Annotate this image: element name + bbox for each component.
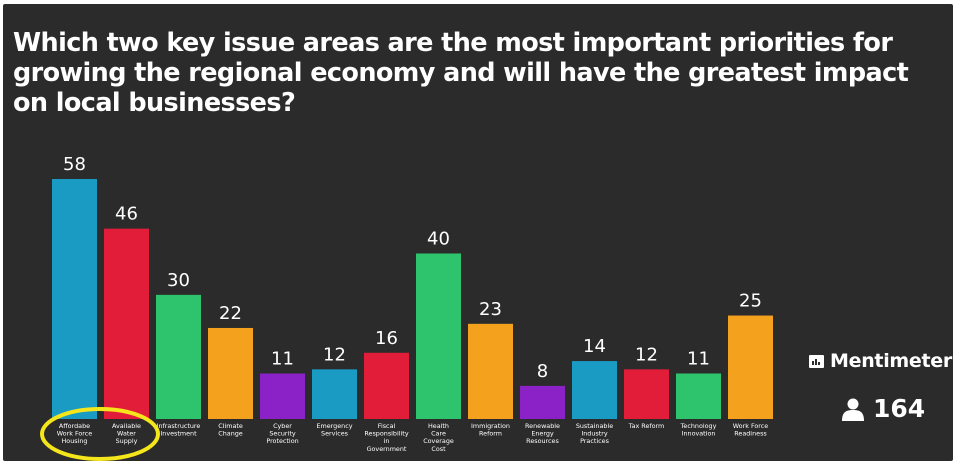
category-label-line: Change [218,430,243,438]
category-label: Cyber Security Protection [266,422,298,445]
category-label: Available Water Supply [112,422,141,445]
category-label-line: Services [321,430,349,438]
value-label: 30 [167,270,190,291]
category-label-line: Energy [531,430,554,438]
category-label-line: Responsibility [364,430,408,438]
category-label-line: Infrastructure [157,422,201,430]
category-label: Affordabe Work Force Housing [57,422,93,445]
bar-tax-reform [624,369,669,419]
category-label: Renewable Energy Resources [525,422,560,445]
category-label-line: Industry [581,430,608,438]
category-label-line: Tax Reform [628,422,665,430]
value-labels-group: 58 46 30 22 11 12 16 40 23 8 14 12 11 25 [63,154,762,382]
category-label-line: in [384,437,390,445]
value-label: 46 [115,204,138,225]
category-label: Emergency Services [316,422,352,438]
presentation-slide: Which two key issue areas are the most i… [3,4,953,461]
category-label-line: Work Force [57,430,93,438]
category-label-line: Coverage [423,437,454,445]
value-label: 23 [479,299,502,320]
bar-emergency-services [312,369,357,419]
category-label-line: Housing [62,437,88,445]
category-label-line: Climate [218,422,243,430]
bar-affordabe-work-force-housing [52,179,97,419]
category-label: Fiscal Responsibility in Government [364,422,408,453]
brand-name: Mentimeter [830,350,952,372]
bar-climate-change [208,327,253,419]
category-label-line: Cost [431,445,446,453]
bars-group [52,179,773,419]
category-label: Climate Change [218,422,243,438]
category-label-line: Renewable [525,422,560,430]
participant-count: 164 [841,394,925,423]
category-label: Work Force Readiness [733,422,769,438]
category-label-line: Government [367,445,407,453]
category-label-line: Protection [266,437,298,445]
category-label-line: Work Force [733,422,769,430]
highlight-ellipse-group [40,407,160,461]
value-label: 12 [323,344,346,365]
highlight-ellipse [40,407,160,461]
category-label-line: Care [431,430,446,438]
category-label-line: Resources [526,437,559,445]
mentimeter-branding: Mentimeter [809,350,952,372]
category-label-line: Reform [479,430,502,438]
value-label: 58 [63,154,86,175]
value-label: 25 [739,291,762,312]
category-label: Sustainable Industry Practices [576,422,613,445]
category-label-line: Innovation [682,430,716,438]
value-label: 12 [635,344,658,365]
bar-fiscal-responsibility-in-government [364,352,409,419]
category-label: Immigration Reform [471,422,510,438]
question-title: Which two key issue areas are the most i… [13,28,909,118]
value-label: 11 [271,348,294,369]
category-label-line: Affordabe [59,422,90,430]
category-label-line: Fiscal [378,422,396,430]
bar-technology-innovation [676,373,721,419]
category-label-line: Water [117,430,136,438]
value-label: 8 [537,361,548,382]
category-label-line: Cyber [273,422,292,430]
category-label-line: Technology [680,422,717,430]
value-label: 22 [219,303,242,324]
value-label: 11 [687,348,710,369]
bar-renewable-energy-resources [520,385,565,419]
bar-sustainable-industry-practices [572,361,617,419]
category-label: Technology Innovation [680,422,717,438]
category-label-line: Readiness [734,430,767,438]
category-label-line: Practices [580,437,610,445]
category-label-line: Investment [160,430,197,438]
category-label-line: Health [428,422,449,430]
mentimeter-logo-icon [809,354,824,368]
value-label: 14 [583,336,606,357]
bar-available-water-supply [104,228,149,419]
value-label: 16 [375,328,398,349]
category-label-line: Security [269,430,295,438]
category-label: Infrastructure Investment [157,422,201,438]
bar-health-care-coverage-cost [416,253,461,419]
bar-work-force-readiness [728,315,773,419]
category-label-line: Emergency [316,422,352,430]
category-label-line: Available [112,422,141,430]
bar-cyber-security-protection [260,373,305,419]
value-label: 40 [427,228,450,249]
category-label: Health Care Coverage Cost [423,422,454,453]
category-label-line: Sustainable [576,422,613,430]
category-label: Tax Reform [628,422,665,430]
participant-count-value: 164 [873,394,926,423]
person-icon [842,398,864,421]
category-label-line: Immigration [471,422,510,430]
bar-immigration-reform [468,323,513,419]
bar-infrastructure-investment [156,294,201,419]
category-label-line: Supply [116,437,138,445]
